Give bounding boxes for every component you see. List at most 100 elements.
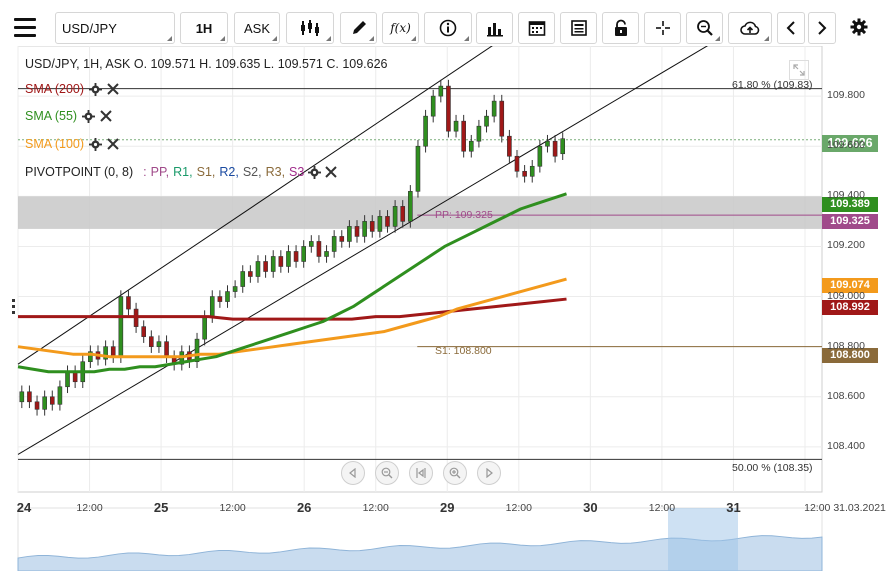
candle-body [42, 396, 47, 410]
chevron-right-icon [818, 21, 827, 35]
settings-button[interactable] [850, 18, 868, 41]
candle-body [141, 326, 147, 337]
candle-body [377, 216, 383, 232]
crosshair-icon [655, 21, 670, 35]
y-tick-label: 109.400 [827, 189, 865, 202]
price-type-selector[interactable]: ASK [234, 12, 280, 44]
candle-body [438, 85, 444, 97]
gear-icon [850, 18, 868, 36]
candle-body [537, 145, 543, 167]
candle-body [65, 371, 70, 388]
x-tick-label: 30 [583, 500, 598, 515]
pp-price-box: 109.325 [822, 214, 878, 229]
chart-area[interactable]: USD/JPY, 1H, ASK O. 109.571 H. 109.635 L… [0, 46, 895, 571]
crosshair-button[interactable] [644, 12, 681, 44]
sma200-price-box: 108.992 [822, 300, 878, 315]
candle-body [110, 346, 116, 357]
candle-body [560, 138, 566, 155]
candle-body [118, 296, 124, 357]
chart-type-button[interactable] [286, 12, 334, 44]
ohlc-header: USD/JPY, 1H, ASK O. 109.571 H. 109.635 L… [25, 57, 388, 71]
s1-price-box: 108.800 [822, 348, 878, 363]
document-icon [570, 20, 587, 36]
x-tick-label: 26 [296, 500, 312, 515]
candle-body [507, 135, 512, 157]
toolbar: USD/JPY 1H ASK f(x) [0, 0, 895, 46]
chevron-right-icon [486, 468, 493, 478]
expand-button[interactable] [789, 60, 809, 80]
x-tick-label: 29 [440, 500, 455, 515]
pp-level-label: PP: 109.325 [435, 209, 493, 221]
candle-body [324, 251, 329, 257]
indicator-button[interactable]: f(x) [382, 12, 419, 44]
symbol-selector[interactable]: USD/JPY [55, 12, 175, 44]
y-tick-label: 109.600 [827, 139, 865, 152]
candle-body [126, 296, 131, 310]
candle-body [522, 170, 527, 177]
gear-icon[interactable] [89, 82, 103, 96]
x-tick-label: 12:00 [505, 502, 532, 514]
pivot-r2: R2, [219, 165, 239, 179]
cloud-upload-icon [740, 21, 760, 35]
scroll-right-button[interactable] [477, 461, 501, 485]
x-tick-label: 12:00 [219, 502, 246, 514]
reset-view-button[interactable] [409, 461, 433, 485]
sma100-line [17, 277, 567, 359]
sma100-label: SMA (100) [25, 137, 85, 151]
last-price-box: 109.626 [822, 135, 878, 152]
zoom-out-button[interactable] [375, 461, 399, 485]
info-icon [439, 19, 457, 37]
candle-body [270, 256, 276, 272]
x-tick-label: 31 [726, 500, 741, 515]
gear-icon[interactable] [82, 109, 96, 123]
upload-button[interactable] [728, 12, 772, 44]
candle-body [331, 236, 337, 252]
y-tick-label: 108.800 [827, 339, 865, 352]
calendar-icon [528, 21, 545, 36]
lock-button[interactable] [602, 12, 639, 44]
x-tick-label: 12:00 [76, 502, 103, 514]
timeframe-selector[interactable]: 1H [180, 12, 228, 44]
volume-button[interactable] [476, 12, 513, 44]
candle-body [255, 261, 261, 277]
sma200-line [18, 297, 567, 321]
scroll-left-button[interactable] [341, 461, 365, 485]
zoom-in-button[interactable] [443, 461, 467, 485]
price-chart[interactable] [0, 46, 895, 571]
sma55-label: SMA (55) [25, 109, 78, 123]
menu-icon[interactable] [14, 18, 36, 38]
prev-button[interactable] [777, 12, 805, 44]
s1-level-label: S1: 108.800 [435, 345, 492, 357]
close-icon[interactable] [107, 138, 119, 150]
candle-body [49, 396, 55, 405]
zoom-button[interactable] [686, 12, 723, 44]
candlestick-icon [301, 20, 319, 36]
draw-button[interactable] [340, 12, 377, 44]
sma200-label: SMA (200) [25, 82, 85, 96]
info-button[interactable] [424, 12, 472, 44]
fib-618-label: 61.80 % (109.83) [732, 79, 813, 91]
candle-body [225, 291, 230, 302]
candle-body [301, 246, 306, 262]
candle-body [286, 251, 291, 267]
candle-body [362, 221, 367, 237]
news-button[interactable] [560, 12, 597, 44]
support-zone [18, 196, 822, 229]
candle-body [499, 100, 505, 137]
gear-icon[interactable] [308, 165, 322, 179]
candle-body [278, 256, 284, 267]
pivot-legend: PIVOTPOINT (0, 8) : PP, R1, S1, R2, S2, … [25, 165, 338, 179]
gear-icon[interactable] [89, 137, 103, 151]
side-handle[interactable] [12, 299, 15, 319]
candle-body [232, 286, 238, 292]
next-button[interactable] [808, 12, 836, 44]
candle-body [484, 115, 489, 127]
close-icon[interactable] [325, 166, 338, 178]
candle-body [164, 341, 169, 357]
candle-body [545, 140, 550, 147]
chevron-left-icon [349, 468, 356, 478]
calendar-button[interactable] [518, 12, 555, 44]
close-icon[interactable] [107, 83, 119, 95]
zoom-in-icon [449, 467, 461, 479]
close-icon[interactable] [100, 110, 112, 122]
